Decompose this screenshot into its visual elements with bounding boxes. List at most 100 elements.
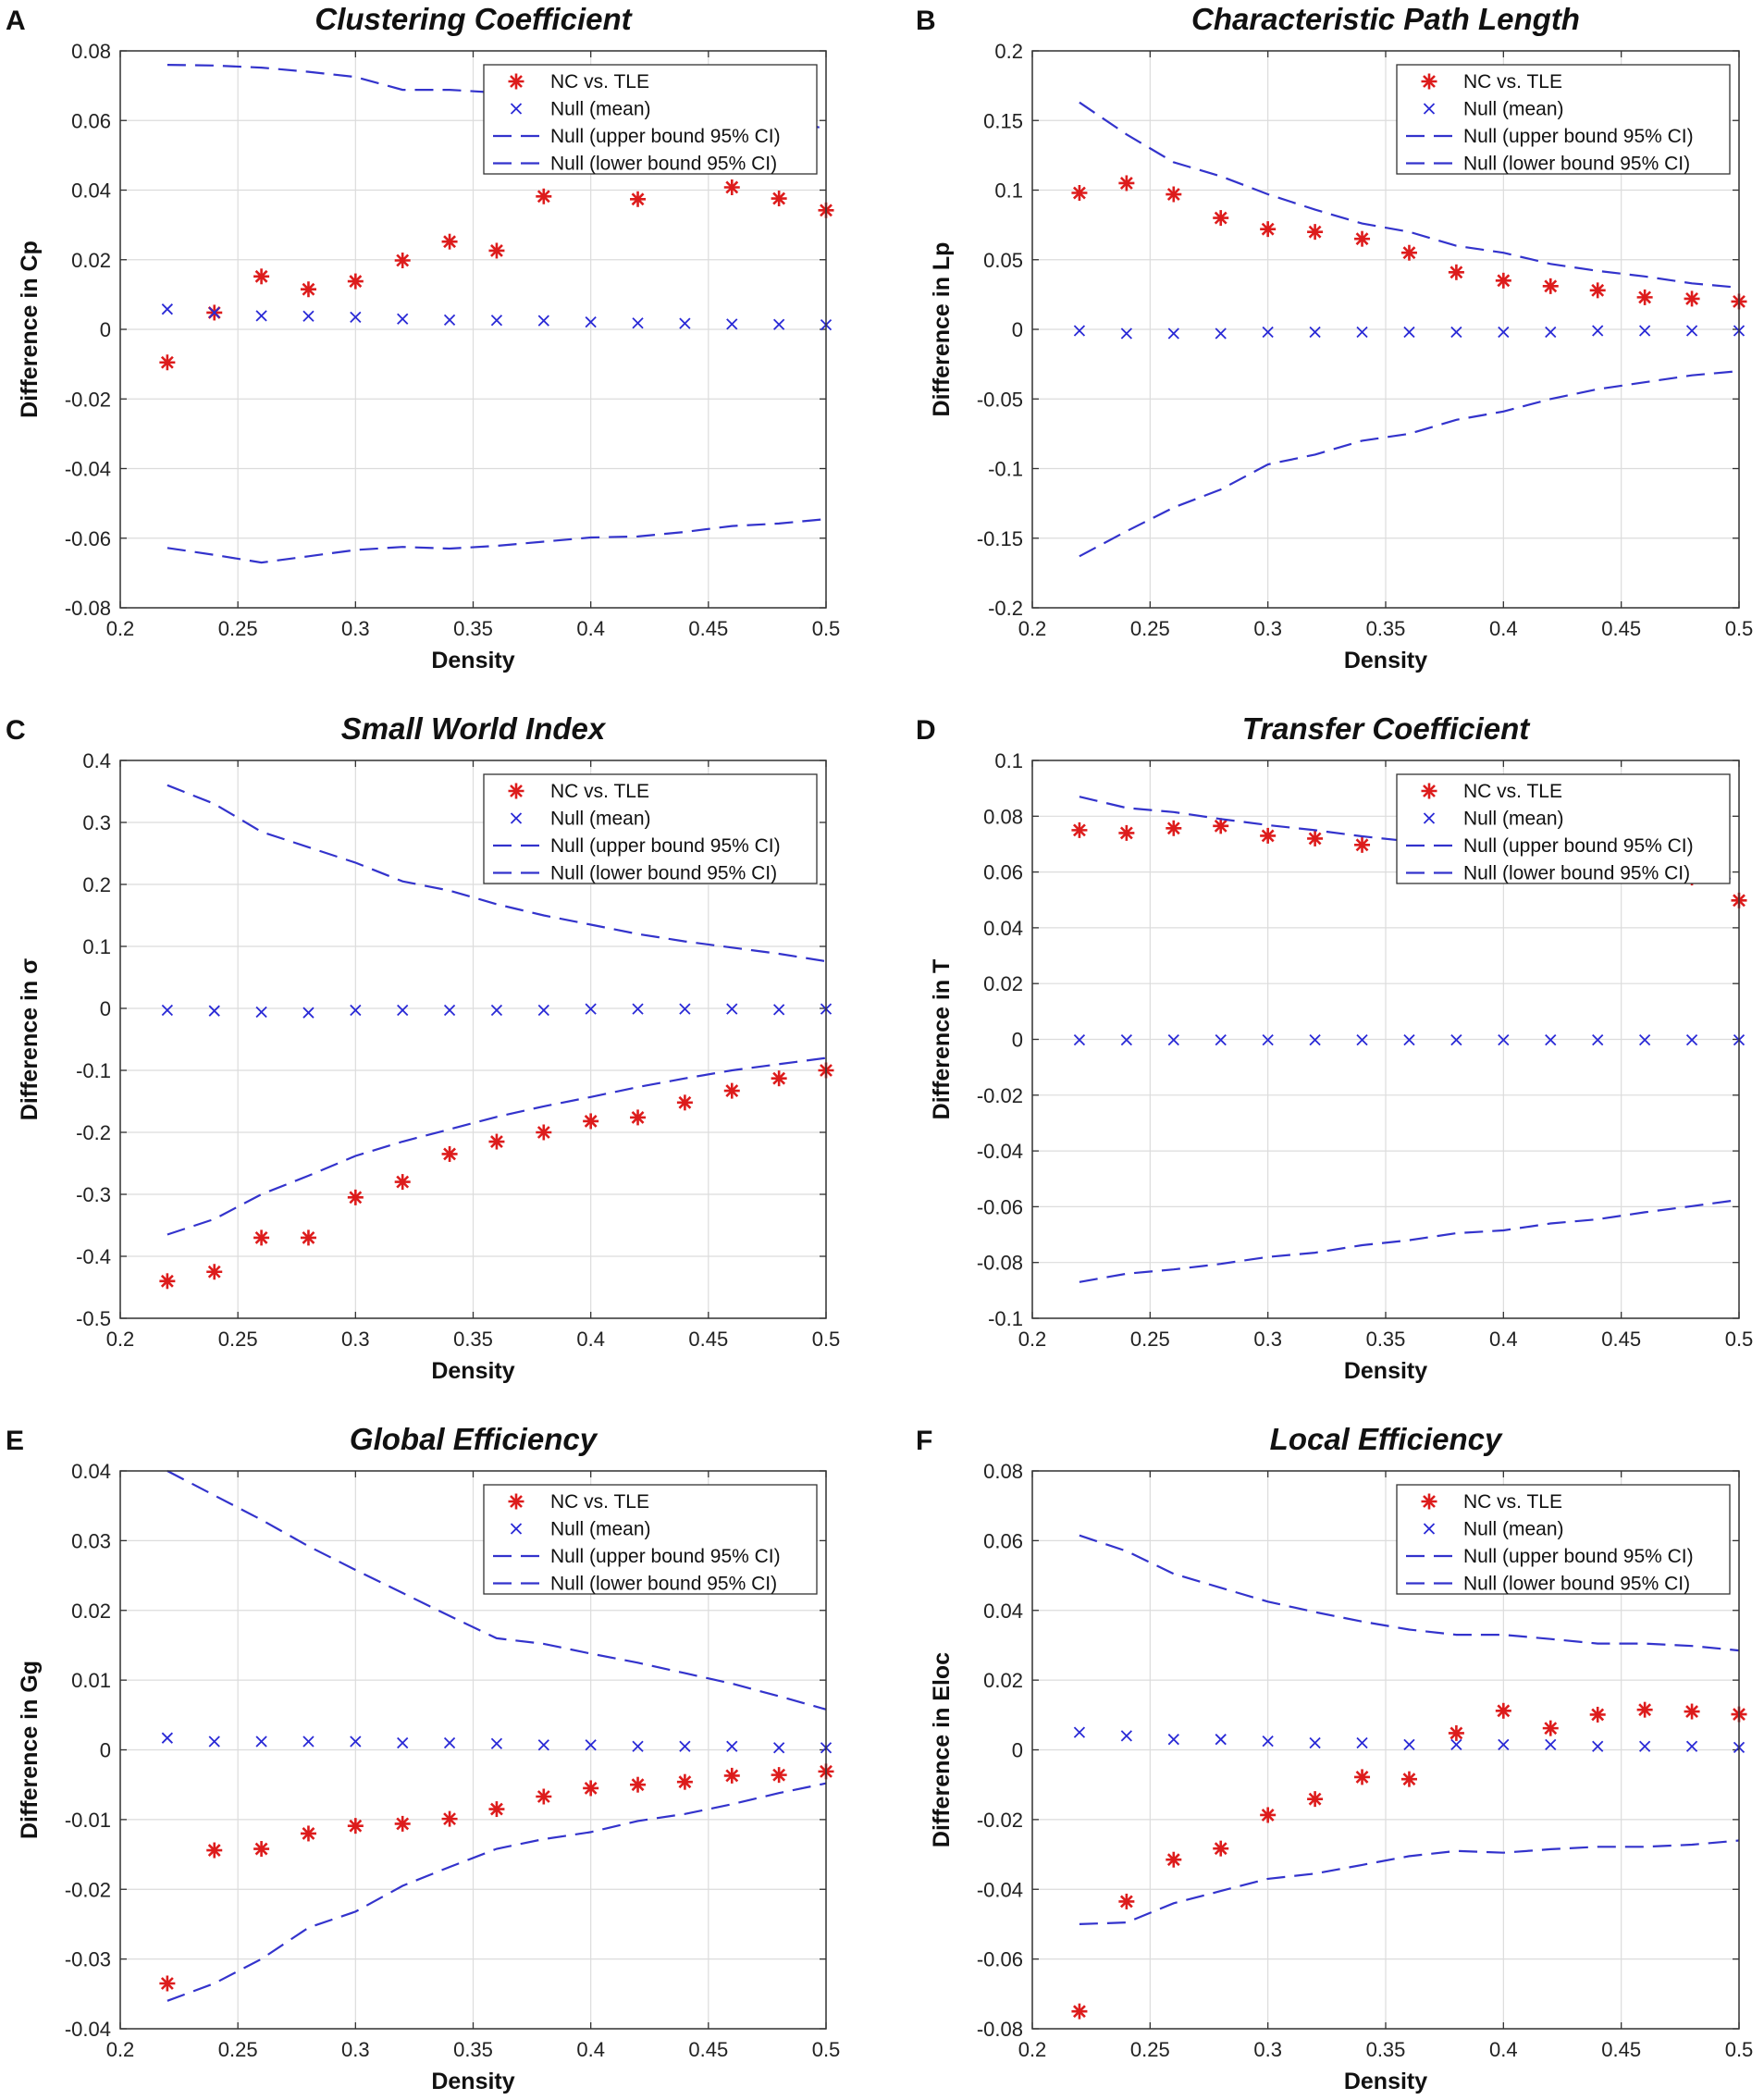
y-tick-label: 0.04	[71, 1460, 111, 1483]
data-point-x	[1262, 1735, 1274, 1748]
y-tick-label: 0.04	[983, 917, 1023, 940]
data-point-star	[206, 1842, 223, 1859]
axis-ticks: 0.2 0.25 0.3 0.35 0.4 0.45 0.5 -0.08 -0.06 -0.04 -…	[65, 40, 840, 640]
data-point-star	[1213, 818, 1229, 834]
legend-label: Null (mean)	[1463, 1519, 1564, 1540]
legend-star-symbol	[508, 783, 524, 799]
data-point-x	[726, 318, 738, 330]
data-point-star	[1495, 272, 1511, 289]
chart-panel-e: 0.2 0.25 0.3 0.35 0.4 0.45 0.5 -0.04 -0.03 -0.02 -…	[6, 1422, 840, 2094]
y-tick-label: -0.5	[76, 1307, 111, 1330]
data-point-star	[1354, 1769, 1371, 1785]
data-point-star	[723, 179, 740, 195]
legend-label: NC vs. TLE	[550, 1491, 649, 1513]
legend: NC vs. TLE Null (mean) Null (upper bound 9…	[483, 64, 818, 175]
data-point-x	[1403, 1738, 1415, 1750]
data-point-x	[1498, 1738, 1510, 1750]
y-tick-label: -0.06	[977, 1948, 1023, 1971]
data-point-star	[1260, 1807, 1277, 1823]
data-point-star	[583, 1113, 599, 1130]
x-tick-label: 0.45	[1601, 617, 1641, 640]
legend-label: Null (lower bound 95% CI)	[550, 154, 777, 175]
legend: NC vs. TLE Null (mean) Null (upper bound 9…	[1396, 773, 1731, 884]
ci-line	[167, 784, 827, 963]
series-null-mean	[1073, 1033, 1745, 1046]
data-point-x	[1356, 326, 1368, 339]
legend-star-symbol	[1421, 73, 1437, 90]
data-point-star	[159, 1273, 176, 1290]
x-tick-label: 0.2	[106, 1328, 135, 1351]
series-null-upper-bound-95-ci	[1079, 101, 1740, 289]
data-point-x	[1403, 326, 1415, 339]
data-point-x	[1498, 326, 1510, 339]
panel-letter: A	[6, 6, 26, 36]
data-point-x	[1498, 1033, 1510, 1046]
data-point-x	[772, 318, 785, 330]
data-point-x	[1638, 1033, 1651, 1046]
panel-letter: E	[6, 1426, 24, 1456]
legend-label: Null (mean)	[550, 99, 651, 120]
y-tick-label: -0.06	[977, 1195, 1023, 1218]
data-point-star	[300, 1229, 316, 1246]
x-tick-label: 0.5	[1725, 1328, 1754, 1351]
x-tick-label: 0.25	[1130, 2038, 1170, 2061]
data-point-x	[1638, 1740, 1651, 1752]
x-tick-label: 0.35	[453, 2038, 493, 2061]
axis-ticks: 0.2 0.25 0.3 0.35 0.4 0.45 0.5 -0.1 -0.08 -0.06 -0…	[977, 749, 1753, 1351]
y-tick-label: -0.02	[977, 1084, 1023, 1107]
y-tick-label: 0.1	[994, 179, 1023, 203]
legend-x-symbol	[1423, 812, 1436, 824]
data-point-star	[394, 1815, 411, 1832]
data-point-x	[302, 1007, 315, 1019]
x-tick-label: 0.25	[1130, 617, 1170, 640]
series-null-lower-bound-95-ci	[167, 518, 827, 564]
data-point-star	[1071, 2003, 1088, 2020]
x-axis-label: Density	[431, 1358, 514, 1384]
ci-line	[167, 518, 827, 564]
ci-line	[1079, 370, 1740, 558]
data-point-x	[537, 1004, 549, 1017]
data-point-x	[1215, 1734, 1227, 1746]
data-point-star	[1071, 821, 1088, 838]
x-tick-label: 0.2	[1018, 2038, 1047, 2061]
x-tick-label: 0.3	[341, 2038, 370, 2061]
legend-label: Null (upper bound 95% CI)	[550, 835, 781, 857]
legend-label: Null (upper bound 95% CI)	[1463, 126, 1694, 147]
y-tick-label: 0.06	[71, 109, 111, 132]
legend-star-symbol	[1421, 783, 1437, 799]
data-point-star	[1166, 186, 1182, 203]
data-point-star	[300, 1825, 316, 1842]
data-point-star	[1684, 290, 1700, 307]
y-tick-label: -0.05	[977, 388, 1023, 411]
y-tick-label: -0.03	[65, 1948, 111, 1971]
series-null-lower-bound-95-ci	[1079, 1839, 1740, 1925]
x-tick-label: 0.45	[688, 1328, 728, 1351]
y-tick-label: -0.02	[65, 1878, 111, 1901]
data-point-x	[350, 1004, 362, 1017]
legend-label: NC vs. TLE	[1463, 1491, 1562, 1513]
legend-label: Null (mean)	[550, 809, 651, 830]
legend-box	[1396, 773, 1731, 884]
legend-star-symbol	[1421, 1493, 1437, 1510]
x-tick-label: 0.4	[576, 1328, 605, 1351]
data-point-x	[537, 315, 549, 327]
y-tick-label: 0.4	[82, 749, 111, 772]
x-tick-label: 0.45	[1601, 1328, 1641, 1351]
data-point-x	[585, 1739, 597, 1751]
data-point-x	[443, 1736, 456, 1749]
x-tick-label: 0.25	[218, 2038, 258, 2061]
plot-frame	[1031, 50, 1740, 609]
data-point-star	[630, 191, 647, 207]
data-point-star	[488, 1133, 505, 1150]
panel-letter: F	[916, 1426, 932, 1456]
y-tick-label: -0.1	[988, 458, 1023, 481]
data-point-star	[1307, 224, 1324, 241]
data-point-star	[1166, 1851, 1182, 1868]
y-tick-label: -0.08	[65, 597, 111, 620]
y-tick-label: 0.04	[983, 1600, 1023, 1623]
legend-label: NC vs. TLE	[1463, 781, 1562, 802]
x-axis-label: Density	[1344, 2069, 1427, 2094]
y-tick-label: 0.03	[71, 1529, 111, 1552]
y-tick-label: 0.1	[994, 749, 1023, 772]
